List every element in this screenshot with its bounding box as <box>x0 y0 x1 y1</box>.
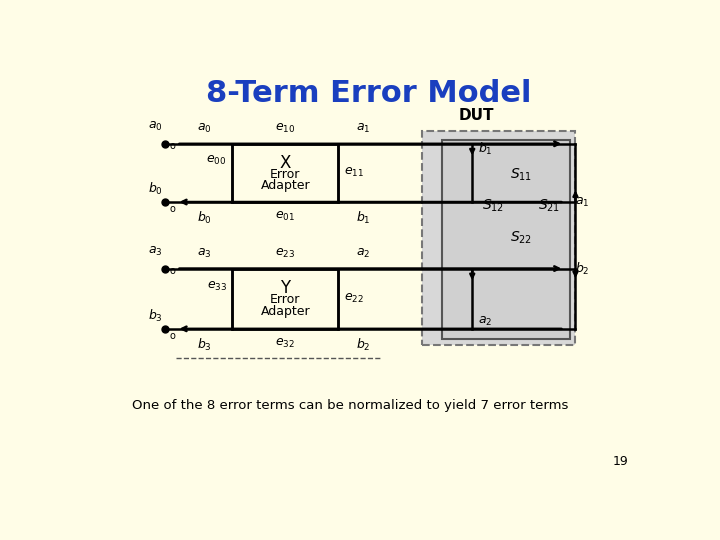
Text: DUT: DUT <box>459 108 494 123</box>
Text: $S_{11}$: $S_{11}$ <box>510 167 532 183</box>
Text: $a_1$: $a_1$ <box>575 195 590 208</box>
Text: $b_2$: $b_2$ <box>575 260 590 276</box>
Text: $b_2$: $b_2$ <box>356 337 371 353</box>
Text: $a_3$: $a_3$ <box>148 245 163 258</box>
Text: $e_{33}$: $e_{33}$ <box>207 280 227 293</box>
Text: o: o <box>170 266 176 276</box>
Text: $e_{23}$: $e_{23}$ <box>275 247 295 260</box>
Text: $b_1$: $b_1$ <box>478 141 492 157</box>
Text: Y: Y <box>280 279 290 298</box>
Text: $a_1$: $a_1$ <box>356 123 371 136</box>
Text: $a_2$: $a_2$ <box>478 315 492 328</box>
Text: One of the 8 error terms can be normalized to yield 7 error terms: One of the 8 error terms can be normaliz… <box>132 399 568 412</box>
Text: Adapter: Adapter <box>261 305 310 318</box>
Text: $e_{22}$: $e_{22}$ <box>344 292 364 305</box>
Text: $e_{11}$: $e_{11}$ <box>344 166 364 179</box>
Text: Error: Error <box>270 293 300 306</box>
Bar <box>422 131 575 346</box>
Text: o: o <box>170 141 176 151</box>
Text: $b_1$: $b_1$ <box>356 210 371 226</box>
Text: o: o <box>170 204 176 214</box>
Text: 19: 19 <box>612 455 628 468</box>
Text: $S_{12}$: $S_{12}$ <box>482 198 504 214</box>
Text: $a_0$: $a_0$ <box>148 120 163 133</box>
Text: o: o <box>170 331 176 341</box>
Bar <box>233 268 338 329</box>
Text: Error: Error <box>270 167 300 181</box>
Text: $S_{22}$: $S_{22}$ <box>510 229 532 246</box>
Text: $e_{01}$: $e_{01}$ <box>275 210 295 224</box>
Text: $b_3$: $b_3$ <box>148 308 163 324</box>
Text: $e_{00}$: $e_{00}$ <box>207 154 227 167</box>
Bar <box>441 140 570 339</box>
Bar <box>233 144 338 202</box>
Text: X: X <box>279 153 291 172</box>
Text: $S_{21}$: $S_{21}$ <box>538 198 560 214</box>
Text: $b_0$: $b_0$ <box>148 181 163 197</box>
Text: $b_3$: $b_3$ <box>197 337 212 353</box>
Text: $b_0$: $b_0$ <box>197 210 212 226</box>
Text: $a_3$: $a_3$ <box>197 247 212 260</box>
Text: $e_{10}$: $e_{10}$ <box>275 123 295 136</box>
Text: $e_{32}$: $e_{32}$ <box>275 337 295 350</box>
Text: $a_0$: $a_0$ <box>197 123 212 136</box>
Text: 8-Term Error Model: 8-Term Error Model <box>206 79 532 109</box>
Text: $a_2$: $a_2$ <box>356 247 371 260</box>
Text: Adapter: Adapter <box>261 179 310 192</box>
